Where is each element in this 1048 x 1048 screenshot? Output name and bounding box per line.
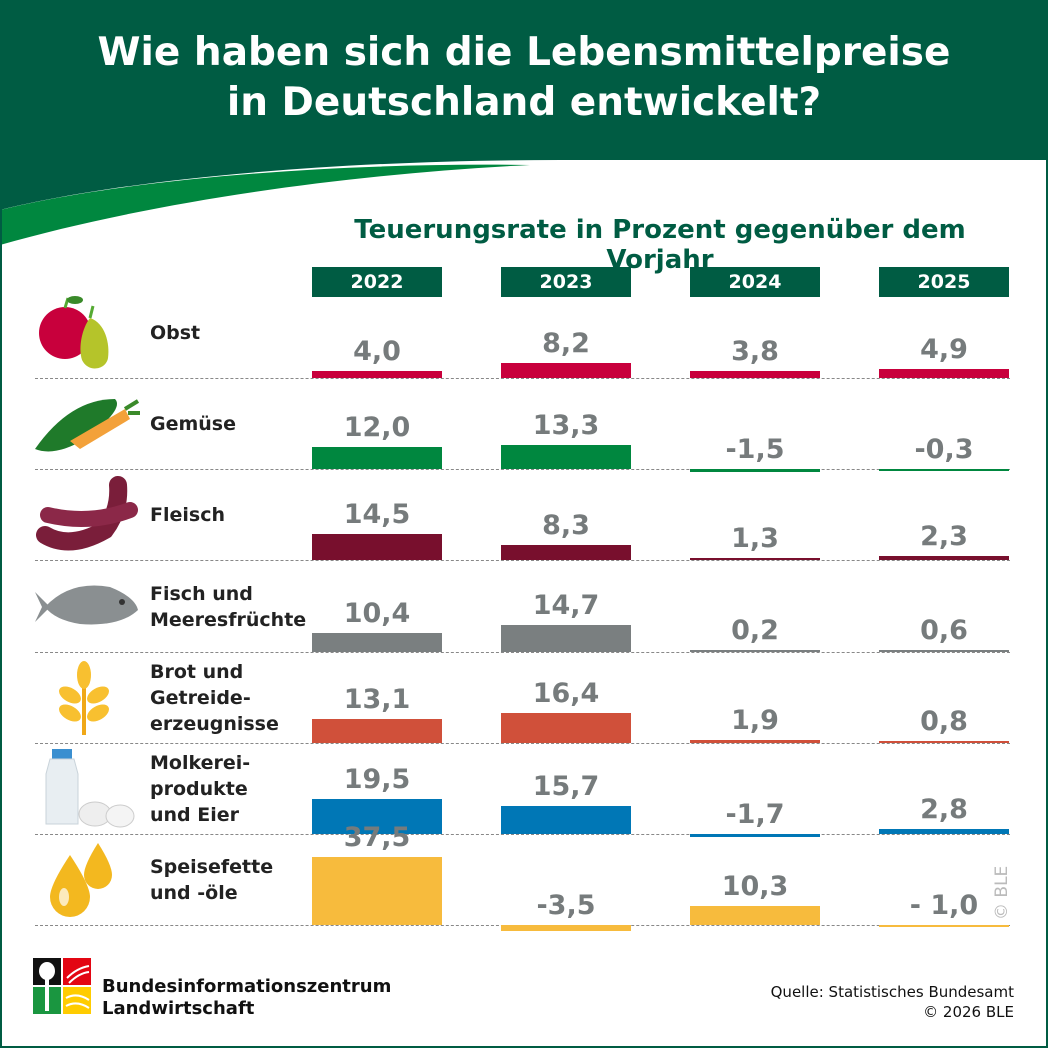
source-note: Quelle: Statistisches Bundesamt © 2026 B… bbox=[771, 982, 1014, 1022]
sausage-icon bbox=[36, 476, 138, 551]
fruit-icon bbox=[39, 296, 109, 369]
row-baseline bbox=[35, 560, 1010, 561]
title-line-2: in Deutschland entwickelt? bbox=[226, 80, 822, 125]
title-line-1: Wie haben sich die Lebensmittelpreise bbox=[97, 30, 951, 75]
bar-2023 bbox=[501, 805, 631, 834]
source-text: Quelle: Statistisches Bundesamt bbox=[770, 983, 1014, 1001]
category-label: Molkerei- produkte und Eier bbox=[150, 752, 251, 826]
data-label: 1,3 bbox=[731, 522, 779, 554]
bar-2024 bbox=[690, 469, 820, 472]
data-label: 10,3 bbox=[721, 871, 789, 903]
data-label: 37,5 bbox=[343, 822, 411, 854]
bar-2025 bbox=[879, 555, 1009, 560]
row-baseline bbox=[35, 743, 1010, 744]
data-label: 13,3 bbox=[532, 409, 600, 441]
bar-2023 bbox=[501, 713, 631, 743]
data-label: -0,3 bbox=[914, 434, 974, 465]
org-line-1: Bundesinformationszentrum bbox=[102, 976, 392, 997]
bar-2025 bbox=[879, 741, 1009, 743]
category-label: Brot und Getreide- erzeugnisse bbox=[150, 661, 279, 735]
category-label: Gemüse bbox=[150, 413, 237, 435]
bar-2025 bbox=[879, 650, 1009, 652]
bar-2025 bbox=[879, 369, 1009, 378]
watermark: © BLE bbox=[992, 865, 1012, 920]
org-name: Bundesinformationszentrum Landwirtschaft bbox=[102, 976, 391, 1020]
data-label: -3,5 bbox=[536, 890, 596, 921]
category-label: Fleisch bbox=[150, 504, 225, 526]
milk-eggs-icon bbox=[45, 749, 135, 828]
bar-2024 bbox=[690, 739, 820, 743]
bar-2024 bbox=[690, 371, 820, 378]
data-label: -1,7 bbox=[725, 799, 785, 830]
bar-2023 bbox=[501, 625, 631, 652]
year-header-2024: 2024 bbox=[690, 267, 820, 297]
bar-2023 bbox=[501, 444, 631, 469]
oil-drops-icon bbox=[50, 843, 112, 917]
data-label: 13,1 bbox=[343, 684, 411, 716]
org-line-2: Landwirtschaft bbox=[102, 998, 255, 1019]
data-label: 14,5 bbox=[343, 498, 411, 530]
row-baseline bbox=[35, 469, 1010, 470]
data-label: 8,2 bbox=[542, 328, 590, 360]
data-label: -1,5 bbox=[725, 434, 785, 465]
data-label: 0,8 bbox=[920, 706, 968, 737]
data-label: 4,9 bbox=[920, 334, 968, 366]
bar-2022 bbox=[312, 533, 442, 560]
data-label: 2,8 bbox=[920, 793, 968, 825]
category-label: Speisefette und -öle bbox=[150, 856, 274, 904]
ble-logo bbox=[33, 958, 91, 1014]
data-label: 4,0 bbox=[353, 335, 401, 367]
row-baseline bbox=[35, 834, 1010, 835]
page-title: Wie haben sich die Lebensmittelpreise in… bbox=[0, 28, 1048, 128]
data-label: 3,8 bbox=[731, 336, 779, 368]
row-baseline bbox=[35, 378, 1010, 379]
data-label: 10,4 bbox=[343, 598, 411, 630]
data-label: 1,9 bbox=[731, 704, 779, 736]
data-label: 0,2 bbox=[731, 615, 779, 646]
category-label: Fisch und Meeresfrüchte bbox=[150, 583, 307, 631]
bar-2025 bbox=[879, 828, 1009, 834]
data-label: 0,6 bbox=[920, 615, 968, 646]
data-label: - 1,0 bbox=[909, 890, 979, 921]
copyright-text: © 2026 BLE bbox=[923, 1003, 1014, 1021]
year-header-2025: 2025 bbox=[879, 267, 1009, 297]
vegetable-icon bbox=[35, 399, 140, 452]
bar-2025 bbox=[879, 925, 1009, 927]
bar-2024 bbox=[690, 557, 820, 560]
bar-2023 bbox=[501, 544, 631, 560]
data-label: 19,5 bbox=[343, 763, 411, 795]
data-label: 2,3 bbox=[920, 520, 968, 552]
grain-icon bbox=[59, 661, 109, 735]
bar-2025 bbox=[879, 469, 1009, 471]
bar-2022 bbox=[312, 370, 442, 378]
bar-2024 bbox=[690, 906, 820, 925]
data-label: 16,4 bbox=[532, 678, 600, 710]
year-header-2023: 2023 bbox=[501, 267, 631, 297]
row-baseline bbox=[35, 652, 1010, 653]
bar-2022 bbox=[312, 798, 442, 834]
bar-2022 bbox=[312, 447, 442, 469]
chart-subtitle: Teuerungsrate in Prozent gegenüber dem V… bbox=[354, 215, 966, 275]
data-label: 12,0 bbox=[343, 412, 411, 444]
bar-2022 bbox=[312, 857, 442, 925]
category-label: Obst bbox=[150, 322, 201, 344]
bar-2023 bbox=[501, 925, 631, 932]
fish-icon bbox=[35, 585, 138, 625]
data-label: 14,7 bbox=[532, 590, 600, 622]
data-label: 8,3 bbox=[542, 509, 590, 541]
bar-2022 bbox=[312, 633, 442, 652]
bar-2022 bbox=[312, 719, 442, 743]
year-header-2022: 2022 bbox=[312, 267, 442, 297]
data-label: 15,7 bbox=[532, 770, 600, 802]
bar-2023 bbox=[501, 363, 631, 378]
bar-2024 bbox=[690, 834, 820, 838]
header-banner bbox=[0, 0, 1048, 245]
bar-2024 bbox=[690, 650, 820, 652]
